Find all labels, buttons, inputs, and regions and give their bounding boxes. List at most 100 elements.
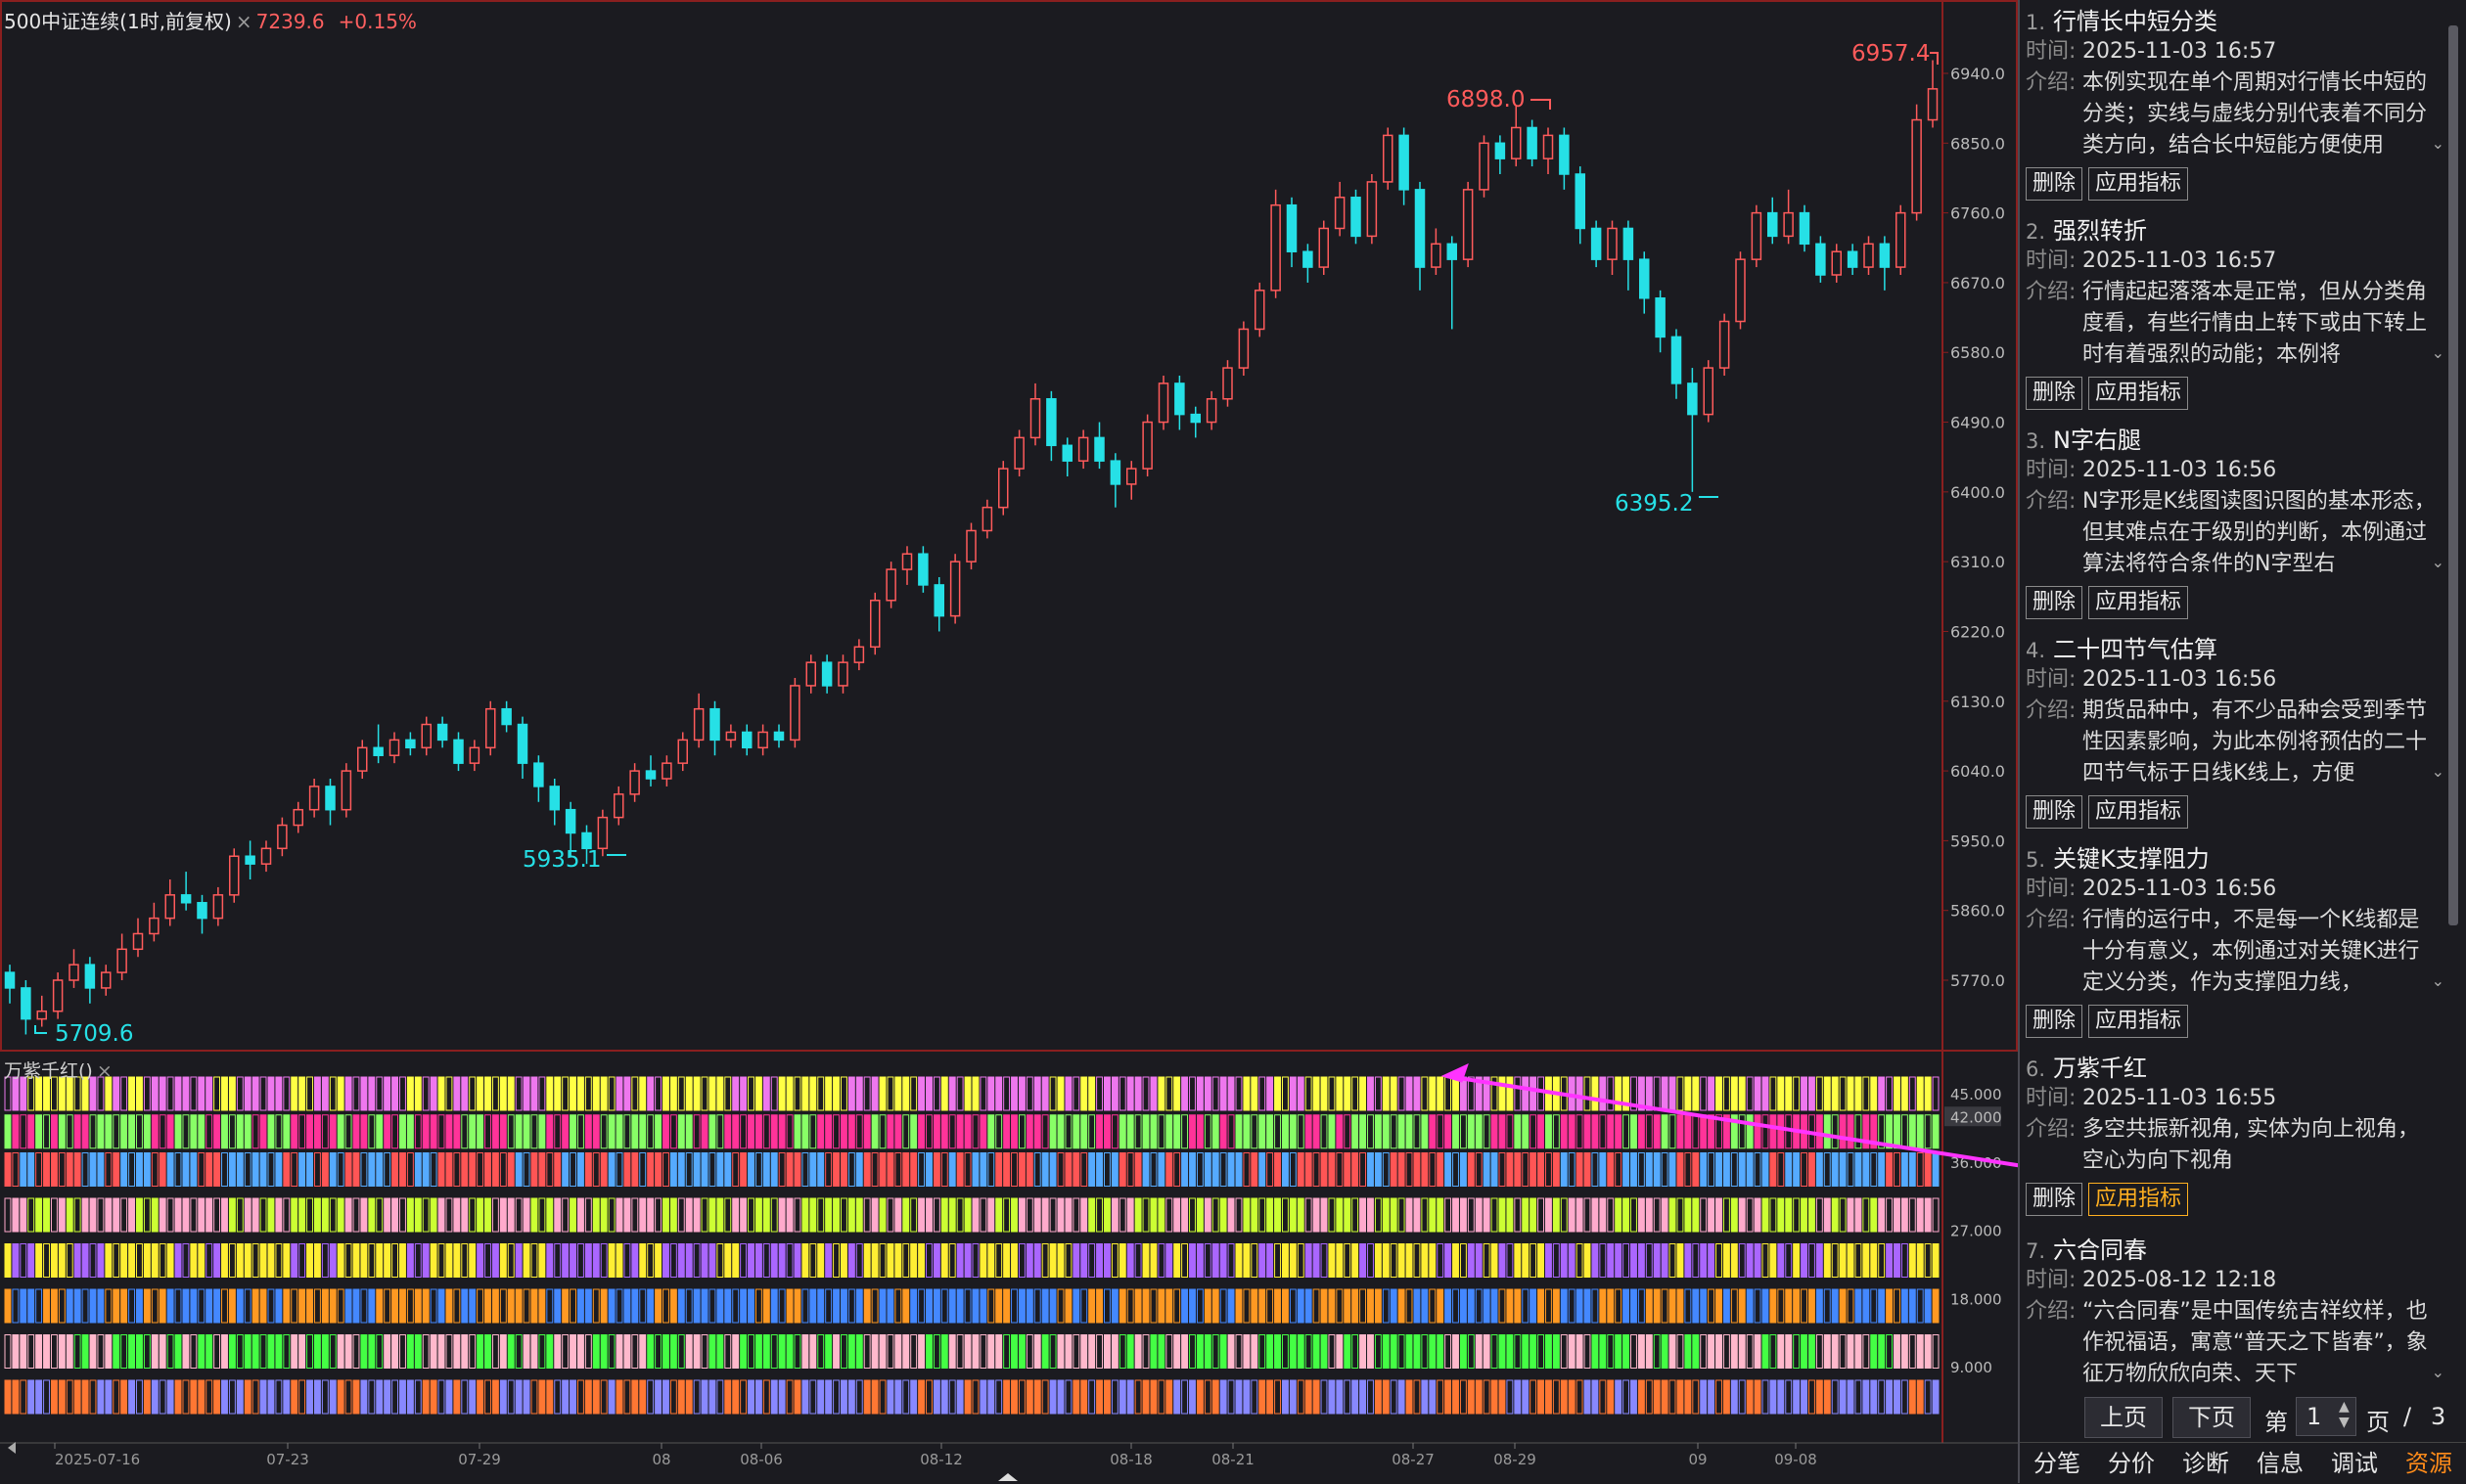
tab-1[interactable]: 分价 [2108, 1450, 2155, 1477]
prev-page-button[interactable]: 上页 [2084, 1397, 2163, 1438]
indicator-cell [275, 1197, 283, 1233]
indicator-cell [1235, 1379, 1243, 1415]
delete-button[interactable]: 删除 [2026, 167, 2083, 201]
expand-chevron-icon[interactable]: ⌄ [2431, 134, 2444, 153]
delete-button[interactable]: 删除 [2026, 377, 2083, 410]
indicator-cell [1815, 1152, 1823, 1187]
indicator-cell [259, 1288, 267, 1324]
indicator-cell [20, 1076, 27, 1111]
date-axis-label: 09-08 [1774, 1451, 1817, 1468]
indicator-cell [1073, 1076, 1080, 1111]
indicator-cell [933, 1334, 940, 1369]
tab-4[interactable]: 调试 [2331, 1450, 2378, 1477]
indicator-item-title[interactable]: 2. 强烈转折 [2026, 211, 2437, 246]
apply-indicator-button[interactable]: 应用指标 [2088, 167, 2189, 201]
apply-indicator-button[interactable]: 应用指标 [2088, 795, 2189, 829]
indicator-cell [1150, 1243, 1158, 1278]
indicator-cell [50, 1076, 58, 1111]
delete-button[interactable]: 删除 [2026, 586, 2083, 619]
indicator-cell [1622, 1197, 1630, 1233]
expand-chevron-icon[interactable]: ⌄ [2431, 553, 2444, 571]
candle-body [645, 770, 657, 780]
expand-chevron-icon[interactable]: ⌄ [2431, 1363, 2444, 1381]
indicator-cell [414, 1197, 422, 1233]
indicator-cell [732, 1076, 740, 1111]
indicator-cell [716, 1334, 724, 1369]
close-chart-icon[interactable]: × [235, 10, 252, 33]
indicator-cell [221, 1114, 228, 1149]
indicator-cell [228, 1243, 236, 1278]
indicator-cell [879, 1152, 887, 1187]
indicator-cell [530, 1114, 538, 1149]
tab-5[interactable]: 资源 [2405, 1450, 2452, 1477]
indicator-cell [1715, 1334, 1722, 1369]
indicator-cell [1661, 1152, 1668, 1187]
indicator-cell [948, 1334, 956, 1369]
indicator-cell [600, 1152, 608, 1187]
indicator-cell [732, 1243, 740, 1278]
indicator-cell [1924, 1114, 1932, 1149]
indicator-cell [166, 1243, 174, 1278]
indicator-item-title[interactable]: 7. 六合同春 [2026, 1231, 2437, 1265]
indicator-cell [608, 1334, 616, 1369]
indicator-cell [151, 1197, 159, 1233]
indicator-cell [956, 1076, 964, 1111]
indicator-cell [1576, 1379, 1583, 1415]
indicator-cell [600, 1288, 608, 1324]
indicator-cell [1730, 1076, 1738, 1111]
delete-button[interactable]: 删除 [2026, 1183, 2083, 1216]
indicator-cell [437, 1379, 445, 1415]
indicator-cell [1506, 1334, 1514, 1369]
tab-3[interactable]: 信息 [2257, 1450, 2304, 1477]
candle-body [1222, 367, 1233, 400]
indicator-cell [1359, 1243, 1367, 1278]
indicator-cell [1227, 1243, 1235, 1278]
page-stepper-icon[interactable]: ▲ ▼ [2339, 1399, 2350, 1430]
page-input[interactable]: 1 [2296, 1397, 2356, 1436]
delete-button[interactable]: 删除 [2026, 1005, 2083, 1038]
expand-chevron-icon[interactable]: ⌄ [2431, 343, 2444, 362]
chart-area[interactable]: 6940.0 6850.0 6760.0 6670.0 6580.0 6490.0 6400… [0, 0, 2018, 1483]
price-chart[interactable]: 6940.06850.06760.06670.06580.06490.06400… [0, 0, 2018, 1483]
candle-body [1575, 173, 1586, 230]
delete-button[interactable]: 删除 [2026, 795, 2083, 829]
indicator-cell [871, 1152, 879, 1187]
tab-0[interactable]: 分笔 [2033, 1450, 2080, 1477]
indicator-item-title[interactable]: 6. 万紫千红 [2026, 1049, 2437, 1083]
next-page-button[interactable]: 下页 [2172, 1397, 2251, 1438]
close-indicator-icon[interactable]: × [96, 1060, 113, 1082]
scrollbar[interactable] [2446, 0, 2460, 1483]
indicator-cell [1615, 1243, 1622, 1278]
indicator-cell [972, 1152, 980, 1187]
indicator-cell [105, 1114, 113, 1149]
indicator-item-title[interactable]: 5. 关键K支撑阻力 [2026, 839, 2437, 874]
indicator-cell [190, 1379, 198, 1415]
indicator-item-title[interactable]: 4. 二十四节气估算 [2026, 630, 2437, 664]
apply-indicator-button[interactable]: 应用指标 [2088, 586, 2189, 619]
indicator-cell [1708, 1197, 1715, 1233]
indicator-cell [1599, 1076, 1607, 1111]
scrollbar-thumb[interactable] [2448, 25, 2458, 925]
indicator-cell [298, 1379, 306, 1415]
indicator-cell [1607, 1243, 1615, 1278]
indicator-cell [20, 1379, 27, 1415]
tab-2[interactable]: 诊断 [2182, 1450, 2229, 1477]
indicator-cell [1676, 1288, 1684, 1324]
apply-indicator-button[interactable]: 应用指标 [2088, 377, 2189, 410]
candle-body [277, 824, 288, 850]
indicator-cell [251, 1197, 259, 1233]
indicator-item-title[interactable]: 1. 行情长中短分类 [2026, 2, 2437, 36]
indicator-cell [740, 1334, 748, 1369]
expand-chevron-icon[interactable]: ⌄ [2431, 762, 2444, 781]
indicator-cell [1730, 1152, 1738, 1187]
indicator-cell [81, 1243, 89, 1278]
expand-chevron-icon[interactable]: ⌄ [2431, 971, 2444, 990]
indicator-cell [1297, 1076, 1304, 1111]
indicator-cell [1351, 1152, 1359, 1187]
indicator-item-title[interactable]: 3. N字右腿 [2026, 421, 2437, 455]
apply-indicator-button[interactable]: 应用指标 [2088, 1005, 2189, 1038]
indicator-cell [840, 1076, 847, 1111]
apply-indicator-button[interactable]: 应用指标 [2088, 1183, 2189, 1216]
indicator-cell [592, 1334, 600, 1369]
indicator-cell [1065, 1152, 1073, 1187]
